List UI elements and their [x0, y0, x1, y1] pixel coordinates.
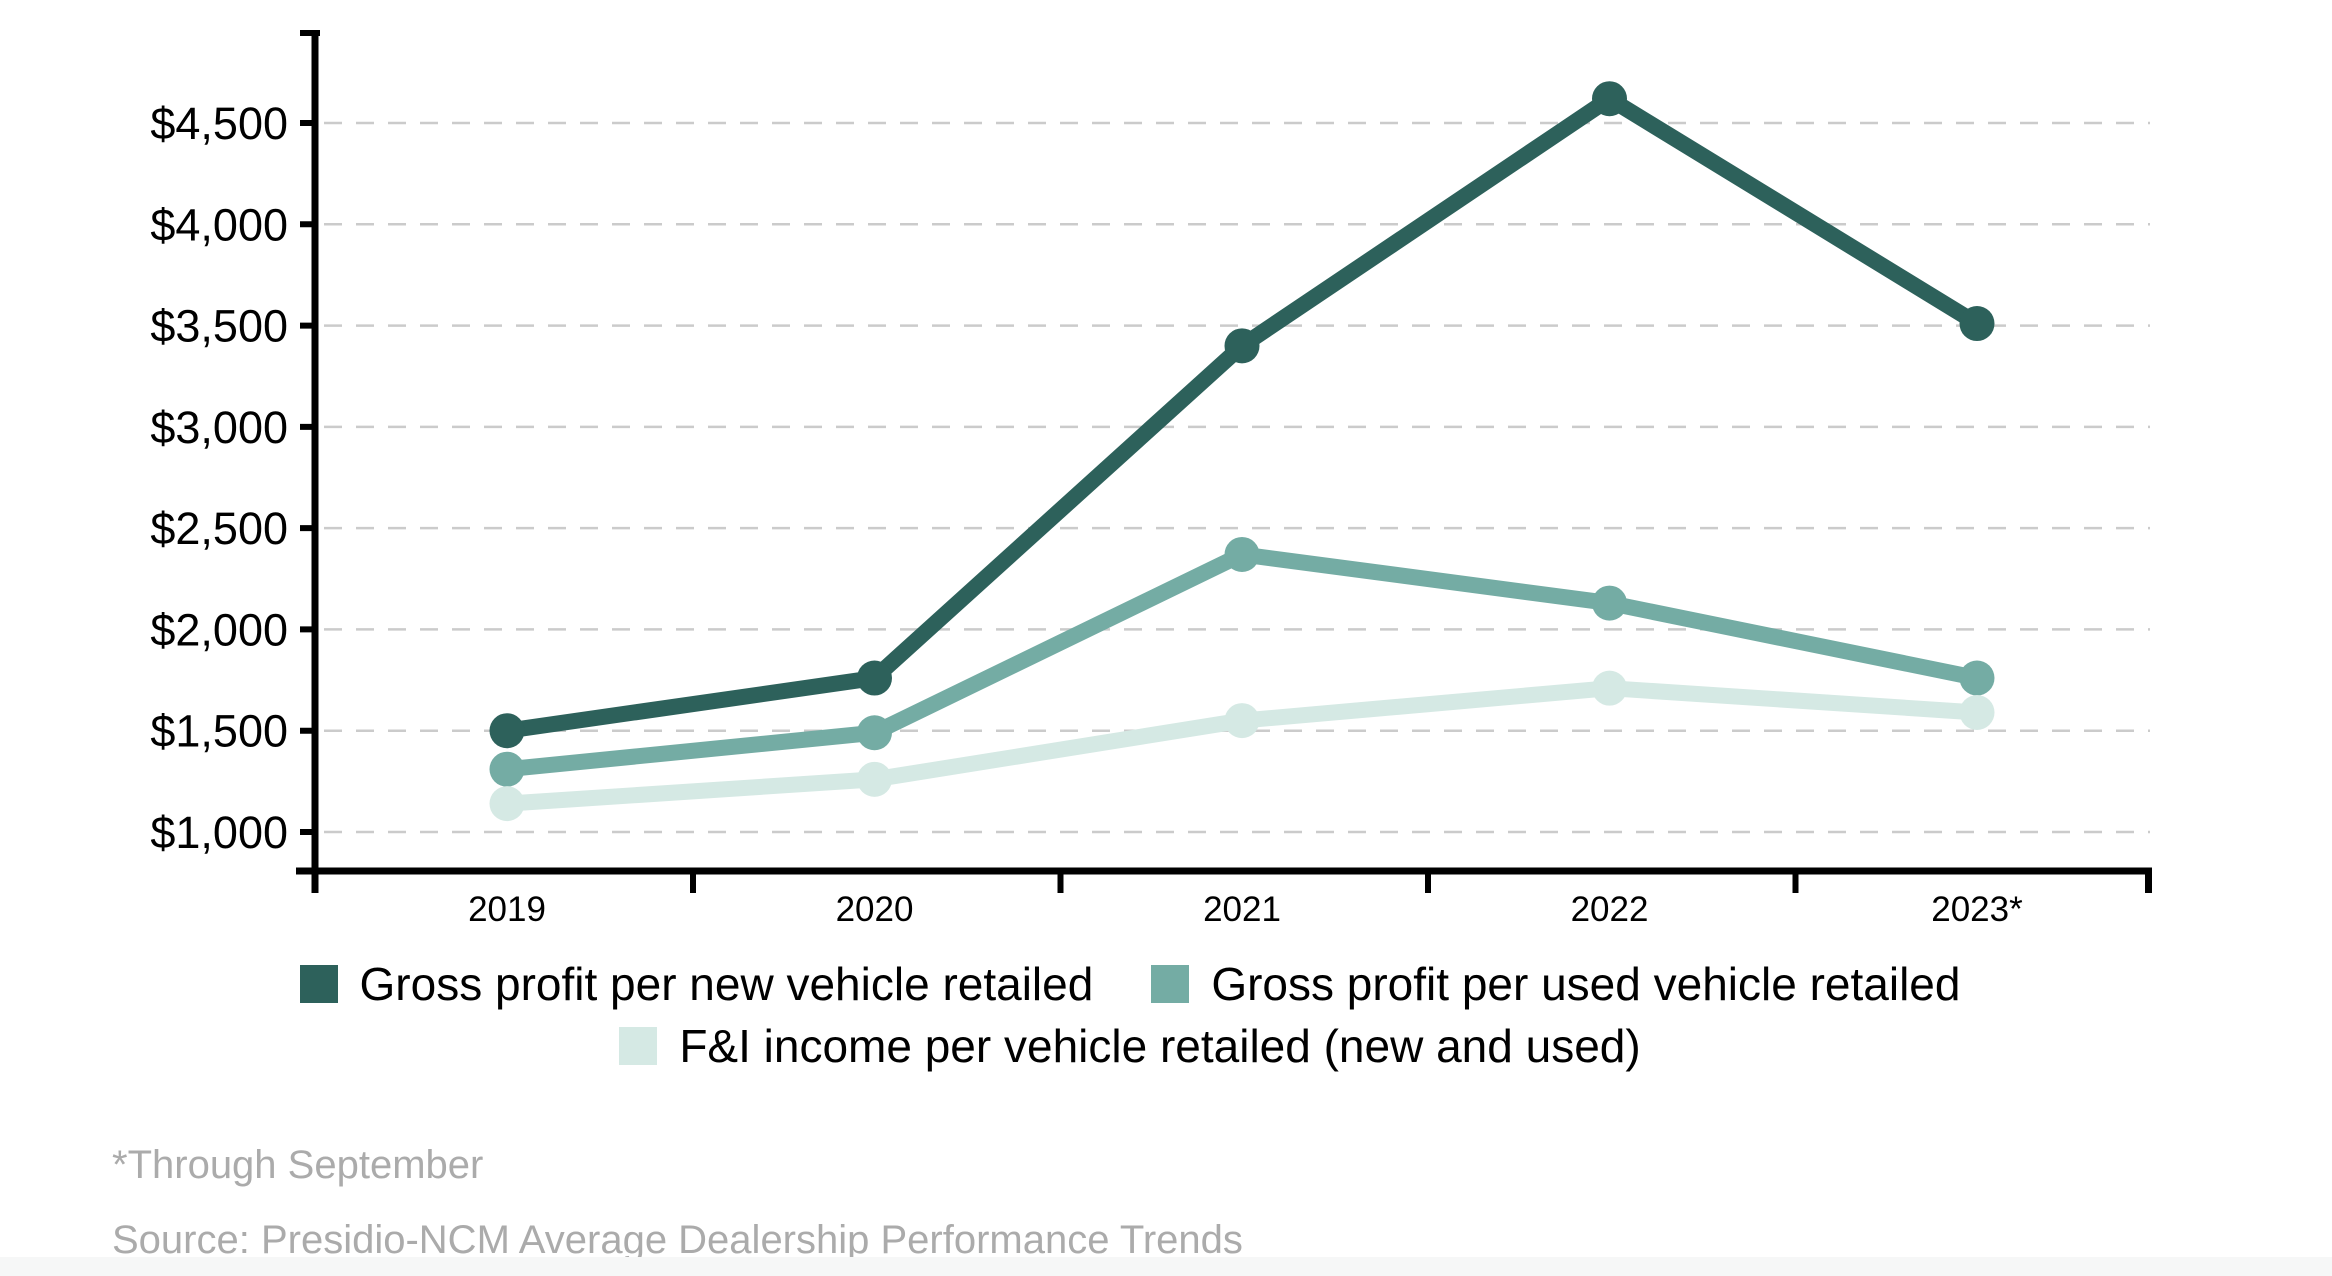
y-tick-label: $2,000: [150, 604, 288, 655]
data-point-marker: [1592, 670, 1627, 706]
legend-item-used-vehicle: Gross profit per used vehicle retailed: [1151, 958, 1960, 1010]
legend-item-fi-income: F&I income per vehicle retailed (new and…: [619, 1020, 1641, 1072]
x-tick-label: 2020: [836, 890, 914, 929]
chart-legend: Gross profit per new vehicle retailed Gr…: [0, 958, 2260, 1072]
legend-swatch-new-vehicle: [299, 965, 338, 1003]
legend-label-new-vehicle: Gross profit per new vehicle retailed: [359, 958, 1094, 1010]
x-tick-label: 2019: [468, 890, 546, 929]
data-point-marker: [857, 660, 892, 696]
x-tick-label: 2021: [1203, 890, 1281, 929]
data-point-marker: [857, 715, 892, 751]
bottom-band: [0, 1257, 2332, 1276]
data-point-marker: [1224, 703, 1260, 739]
data-point-marker: [1224, 328, 1260, 364]
data-point-marker: [489, 786, 525, 822]
legend-label-used-vehicle: Gross profit per used vehicle retailed: [1211, 958, 1961, 1010]
y-tick-label: $1,500: [150, 706, 288, 757]
data-point-marker: [1959, 306, 1995, 342]
y-tick-label: $3,000: [150, 402, 288, 453]
legend-swatch-fi-income: [619, 1027, 658, 1065]
data-point-marker: [857, 761, 892, 797]
legend-row-1: Gross profit per new vehicle retailed Gr…: [299, 958, 1960, 1010]
footnote-source: Source: Presidio-NCM Average Dealership …: [112, 1218, 1243, 1262]
footnote-through-september: *Through September: [112, 1143, 484, 1187]
y-tick-label: $4,000: [150, 199, 288, 250]
legend-label-fi-income: F&I income per vehicle retailed (new and…: [679, 1020, 1641, 1072]
data-point-marker: [1224, 536, 1260, 572]
legend-swatch-used-vehicle: [1151, 965, 1190, 1003]
line-chart: $4,500 $4,000 $3,500 $3,000 $2,500 $2,000 $1,5…: [150, 30, 2152, 929]
data-point-marker: [1959, 694, 1995, 730]
data-point-marker: [1959, 660, 1995, 696]
legend-item-new-vehicle: Gross profit per new vehicle retailed: [299, 958, 1094, 1010]
data-point-marker: [1592, 585, 1627, 621]
data-point-marker: [489, 751, 525, 787]
y-tick-label: $3,500: [150, 301, 288, 352]
y-tick-label: $2,500: [150, 503, 288, 554]
legend-row-2: F&I income per vehicle retailed (new and…: [619, 1020, 1641, 1072]
x-tick-label: 2023*: [1931, 890, 2023, 929]
data-point-marker: [1592, 81, 1627, 117]
y-tick-label: $1,000: [150, 807, 288, 858]
x-tick-label: 2022: [1571, 890, 1649, 929]
data-point-marker: [489, 713, 525, 749]
y-tick-label: $4,500: [150, 98, 288, 149]
